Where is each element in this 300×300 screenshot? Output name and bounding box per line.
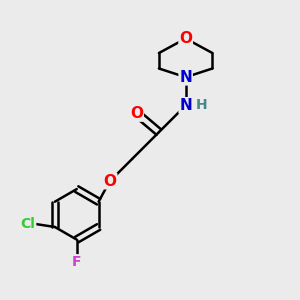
Text: O: O: [179, 31, 192, 46]
Text: O: O: [130, 106, 143, 121]
Text: Cl: Cl: [21, 217, 35, 231]
Text: N: N: [179, 98, 192, 113]
Text: O: O: [103, 174, 116, 189]
Text: N: N: [179, 70, 192, 85]
Text: H: H: [196, 98, 208, 112]
Text: F: F: [72, 255, 82, 269]
